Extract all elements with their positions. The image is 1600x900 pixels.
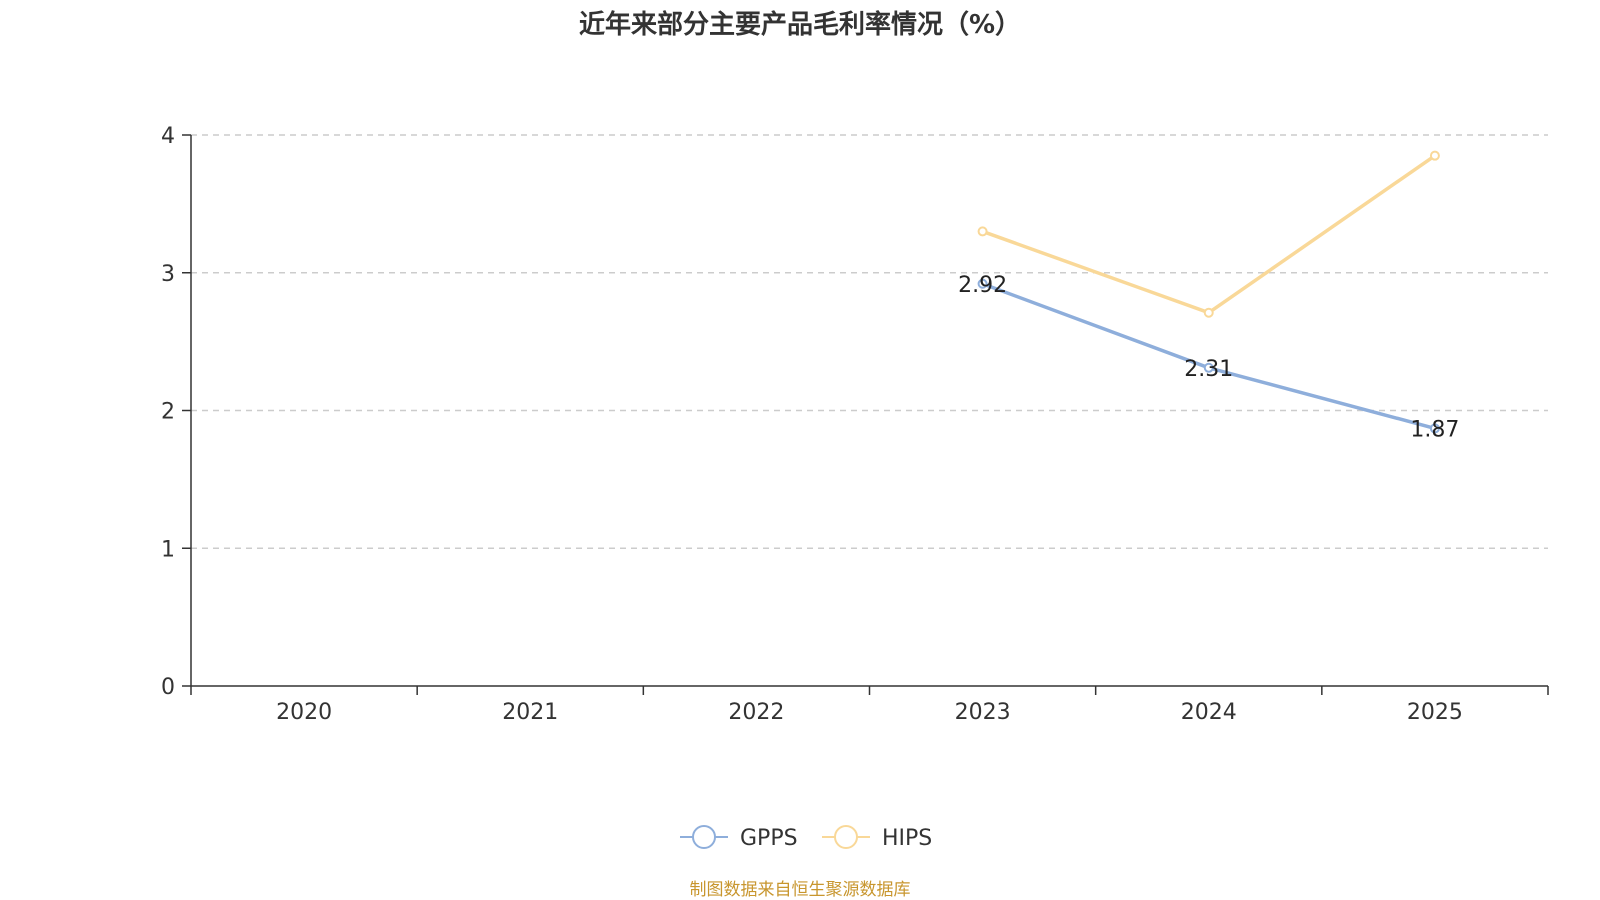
data-label-gpps-2023: 2.92 bbox=[958, 273, 1007, 298]
x-tick-label-2020: 2020 bbox=[276, 700, 332, 725]
y-tick-label: 3 bbox=[161, 262, 175, 287]
source-note: 制图数据来自恒生聚源数据库 bbox=[690, 880, 911, 900]
x-tick-label-2023: 2023 bbox=[955, 700, 1011, 725]
data-point-gpps-2024 bbox=[1203, 362, 1214, 373]
data-labels: 2.92 2.31 1.87 bbox=[958, 273, 1459, 443]
y-tick-label: 2 bbox=[161, 400, 175, 425]
data-point-hips-2025 bbox=[1429, 150, 1440, 161]
legend-marker-icon bbox=[834, 825, 858, 849]
x-tick-label-2021: 2021 bbox=[502, 700, 558, 725]
chart-title: 近年来部分主要产品毛利率情况（%） bbox=[579, 9, 1021, 40]
data-label-gpps-2025: 1.87 bbox=[1410, 417, 1459, 442]
legend-item-hips[interactable]: HIPS bbox=[822, 825, 932, 851]
series-line-hips bbox=[981, 154, 1436, 315]
data-point-gpps-2025 bbox=[1429, 423, 1440, 434]
y-tick-label: 0 bbox=[161, 675, 175, 700]
data-label-gpps-2024: 2.31 bbox=[1184, 357, 1233, 382]
legend[interactable]: GPPS HIPS bbox=[680, 825, 932, 851]
data-point-gpps-2023 bbox=[977, 278, 988, 289]
x-tick-label-2022: 2022 bbox=[728, 700, 784, 725]
grid-lines bbox=[191, 134, 1548, 549]
legend-marker-icon bbox=[692, 825, 716, 849]
y-tick-label: 4 bbox=[161, 124, 175, 149]
legend-label: HIPS bbox=[882, 826, 932, 851]
legend-label: GPPS bbox=[740, 826, 798, 851]
legend-item-gpps[interactable]: GPPS bbox=[680, 825, 798, 851]
data-point-hips-2024 bbox=[1203, 307, 1214, 318]
x-tick-label-2024: 2024 bbox=[1181, 700, 1237, 725]
x-tick-label-2025: 2025 bbox=[1407, 700, 1463, 725]
y-tick-label: 1 bbox=[161, 537, 175, 562]
data-point-hips-2023 bbox=[977, 226, 988, 237]
series-lines bbox=[977, 150, 1440, 434]
axes: 0 1 2 3 4 2020 2021 2022 2023 2024 2025 bbox=[161, 124, 1549, 725]
